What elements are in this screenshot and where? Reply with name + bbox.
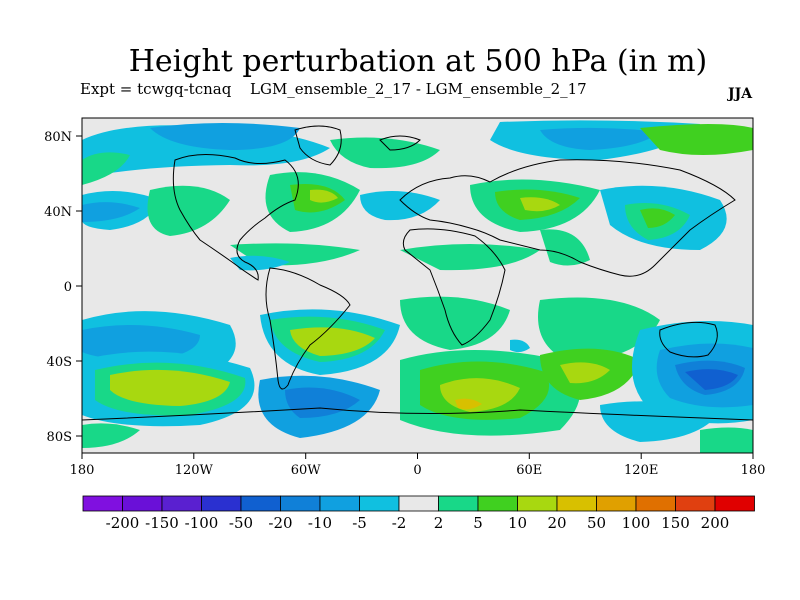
colorbar-swatch xyxy=(556,495,597,512)
colorbar-label: 100 xyxy=(622,514,651,532)
colorbar-label: -50 xyxy=(229,514,253,532)
colorbar-label: 10 xyxy=(508,514,527,532)
y-tick-label: 80N xyxy=(44,130,72,145)
x-tick-label: 60E xyxy=(516,463,542,478)
colorbar-label: -10 xyxy=(308,514,332,532)
x-tick-label: 120W xyxy=(175,463,214,478)
colorbar-swatch xyxy=(596,495,637,512)
colorbar-swatch xyxy=(438,495,479,512)
x-tick-label: 0 xyxy=(413,463,421,478)
colorbar-label: 150 xyxy=(661,514,690,532)
x-tick-label: 180 xyxy=(741,463,766,478)
colorbar-label: -5 xyxy=(352,514,367,532)
colorbar-label: 50 xyxy=(587,514,606,532)
colorbar-swatch xyxy=(240,495,281,512)
x-tick-label: 120E xyxy=(624,463,658,478)
colorbar-label: -100 xyxy=(185,514,219,532)
colorbar-swatch xyxy=(359,495,400,512)
colorbar-label: 200 xyxy=(701,514,730,532)
colorbar-swatch xyxy=(161,495,202,512)
axis-ticks xyxy=(76,135,754,459)
expt-label: Expt = tcwgq-tcnaq xyxy=(80,80,232,98)
coastlines xyxy=(82,125,753,421)
x-tick-label: 180 xyxy=(70,463,95,478)
x-tick-label: 60W xyxy=(291,463,322,478)
colorbar-swatch xyxy=(201,495,242,512)
colorbar-swatch xyxy=(280,495,321,512)
y-tick-label: 40S xyxy=(47,355,72,370)
colorbar-label: 20 xyxy=(547,514,566,532)
colorbar-swatch xyxy=(714,495,755,512)
colorbar-swatch xyxy=(319,495,360,512)
colorbar-swatch xyxy=(122,495,163,512)
colorbar-label: -200 xyxy=(106,514,140,532)
colorbar-label: -150 xyxy=(145,514,179,532)
y-tick-label: 80S xyxy=(47,430,72,445)
colorbar-swatch xyxy=(398,495,439,512)
ensemble-label: LGM_ensemble_2_17 - LGM_ensemble_2_17 xyxy=(250,80,587,98)
colorbar-label: -20 xyxy=(268,514,292,532)
y-tick-label: 0 xyxy=(64,280,72,295)
colorbar-swatch xyxy=(517,495,558,512)
plot-title: Height perturbation at 500 hPa (in m) xyxy=(128,44,708,79)
season-label: JJA xyxy=(728,86,753,102)
colorbar-label: -2 xyxy=(392,514,407,532)
colorbar-label: 2 xyxy=(434,514,444,532)
colorbar-swatch xyxy=(675,495,716,512)
colorbar-swatch xyxy=(635,495,676,512)
colorbar-label: 5 xyxy=(473,514,483,532)
colorbar: -200 -150 -100 -50 -20 -10 -5 -2 2 5 10 20 50 100 150 2… xyxy=(82,495,755,532)
y-tick-label: 40N xyxy=(44,205,72,220)
colorbar-swatch xyxy=(82,495,123,512)
contour-field xyxy=(82,118,753,453)
colorbar-swatch xyxy=(477,495,518,512)
